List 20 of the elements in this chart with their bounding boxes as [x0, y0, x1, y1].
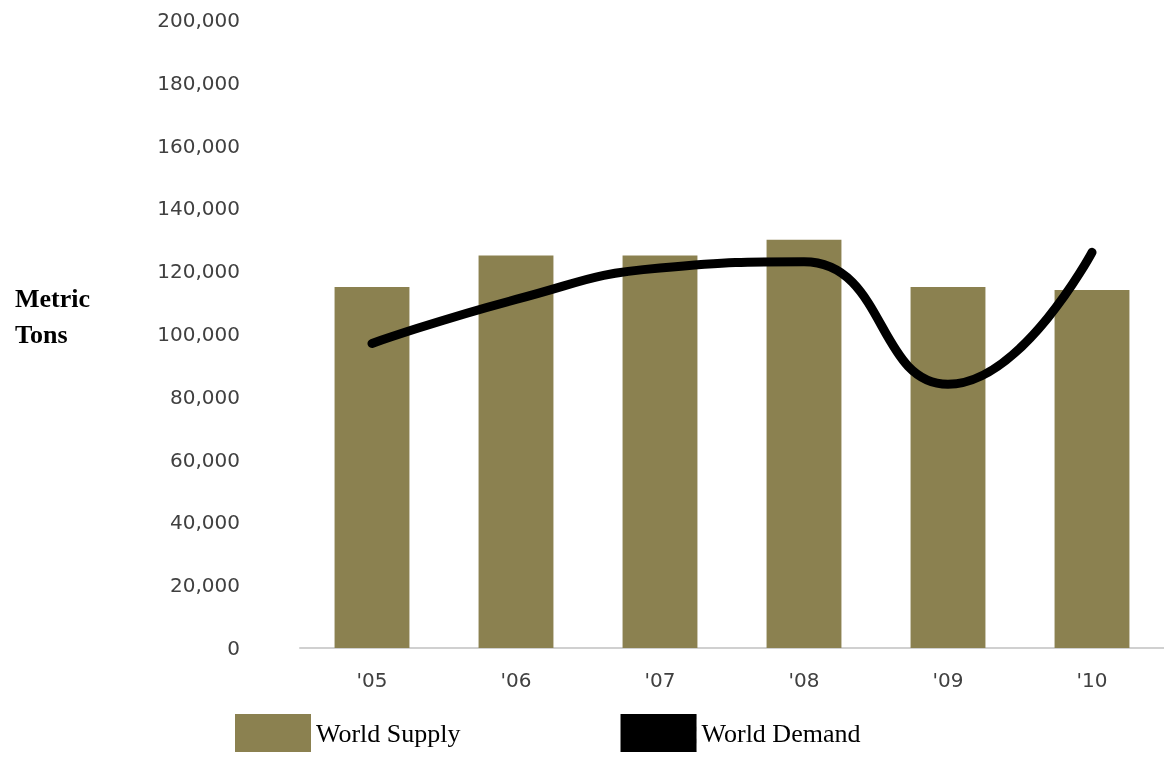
x-tick-label: '09 — [932, 668, 964, 692]
x-tick-label: '10 — [1076, 668, 1108, 692]
y-tick-label: 200,000 — [157, 8, 240, 32]
y-tick-label: 40,000 — [170, 510, 240, 535]
x-tick-label: '05 — [356, 668, 388, 692]
y-tick-label: 160,000 — [157, 133, 240, 158]
y-tick-label: 100,000 — [157, 322, 240, 346]
legend-label: World Demand — [701, 718, 861, 748]
y-tick-label: 0 — [227, 636, 240, 660]
legend-label: World Supply — [316, 718, 461, 748]
y-tick-label: 140,000 — [157, 196, 240, 221]
y-tick-label: 60,000 — [170, 447, 240, 472]
y-tick-label: 180,000 — [157, 70, 240, 95]
y-tick-label: 80,000 — [170, 384, 240, 409]
y-tick-label: 120,000 — [157, 259, 240, 284]
y-tick-label: 20,000 — [170, 573, 240, 598]
x-tick-label: '08 — [788, 668, 820, 692]
x-tick-label: '07 — [644, 668, 676, 692]
y-axis-title: Metric Tons — [15, 283, 97, 349]
x-tick-label: '06 — [500, 668, 532, 692]
